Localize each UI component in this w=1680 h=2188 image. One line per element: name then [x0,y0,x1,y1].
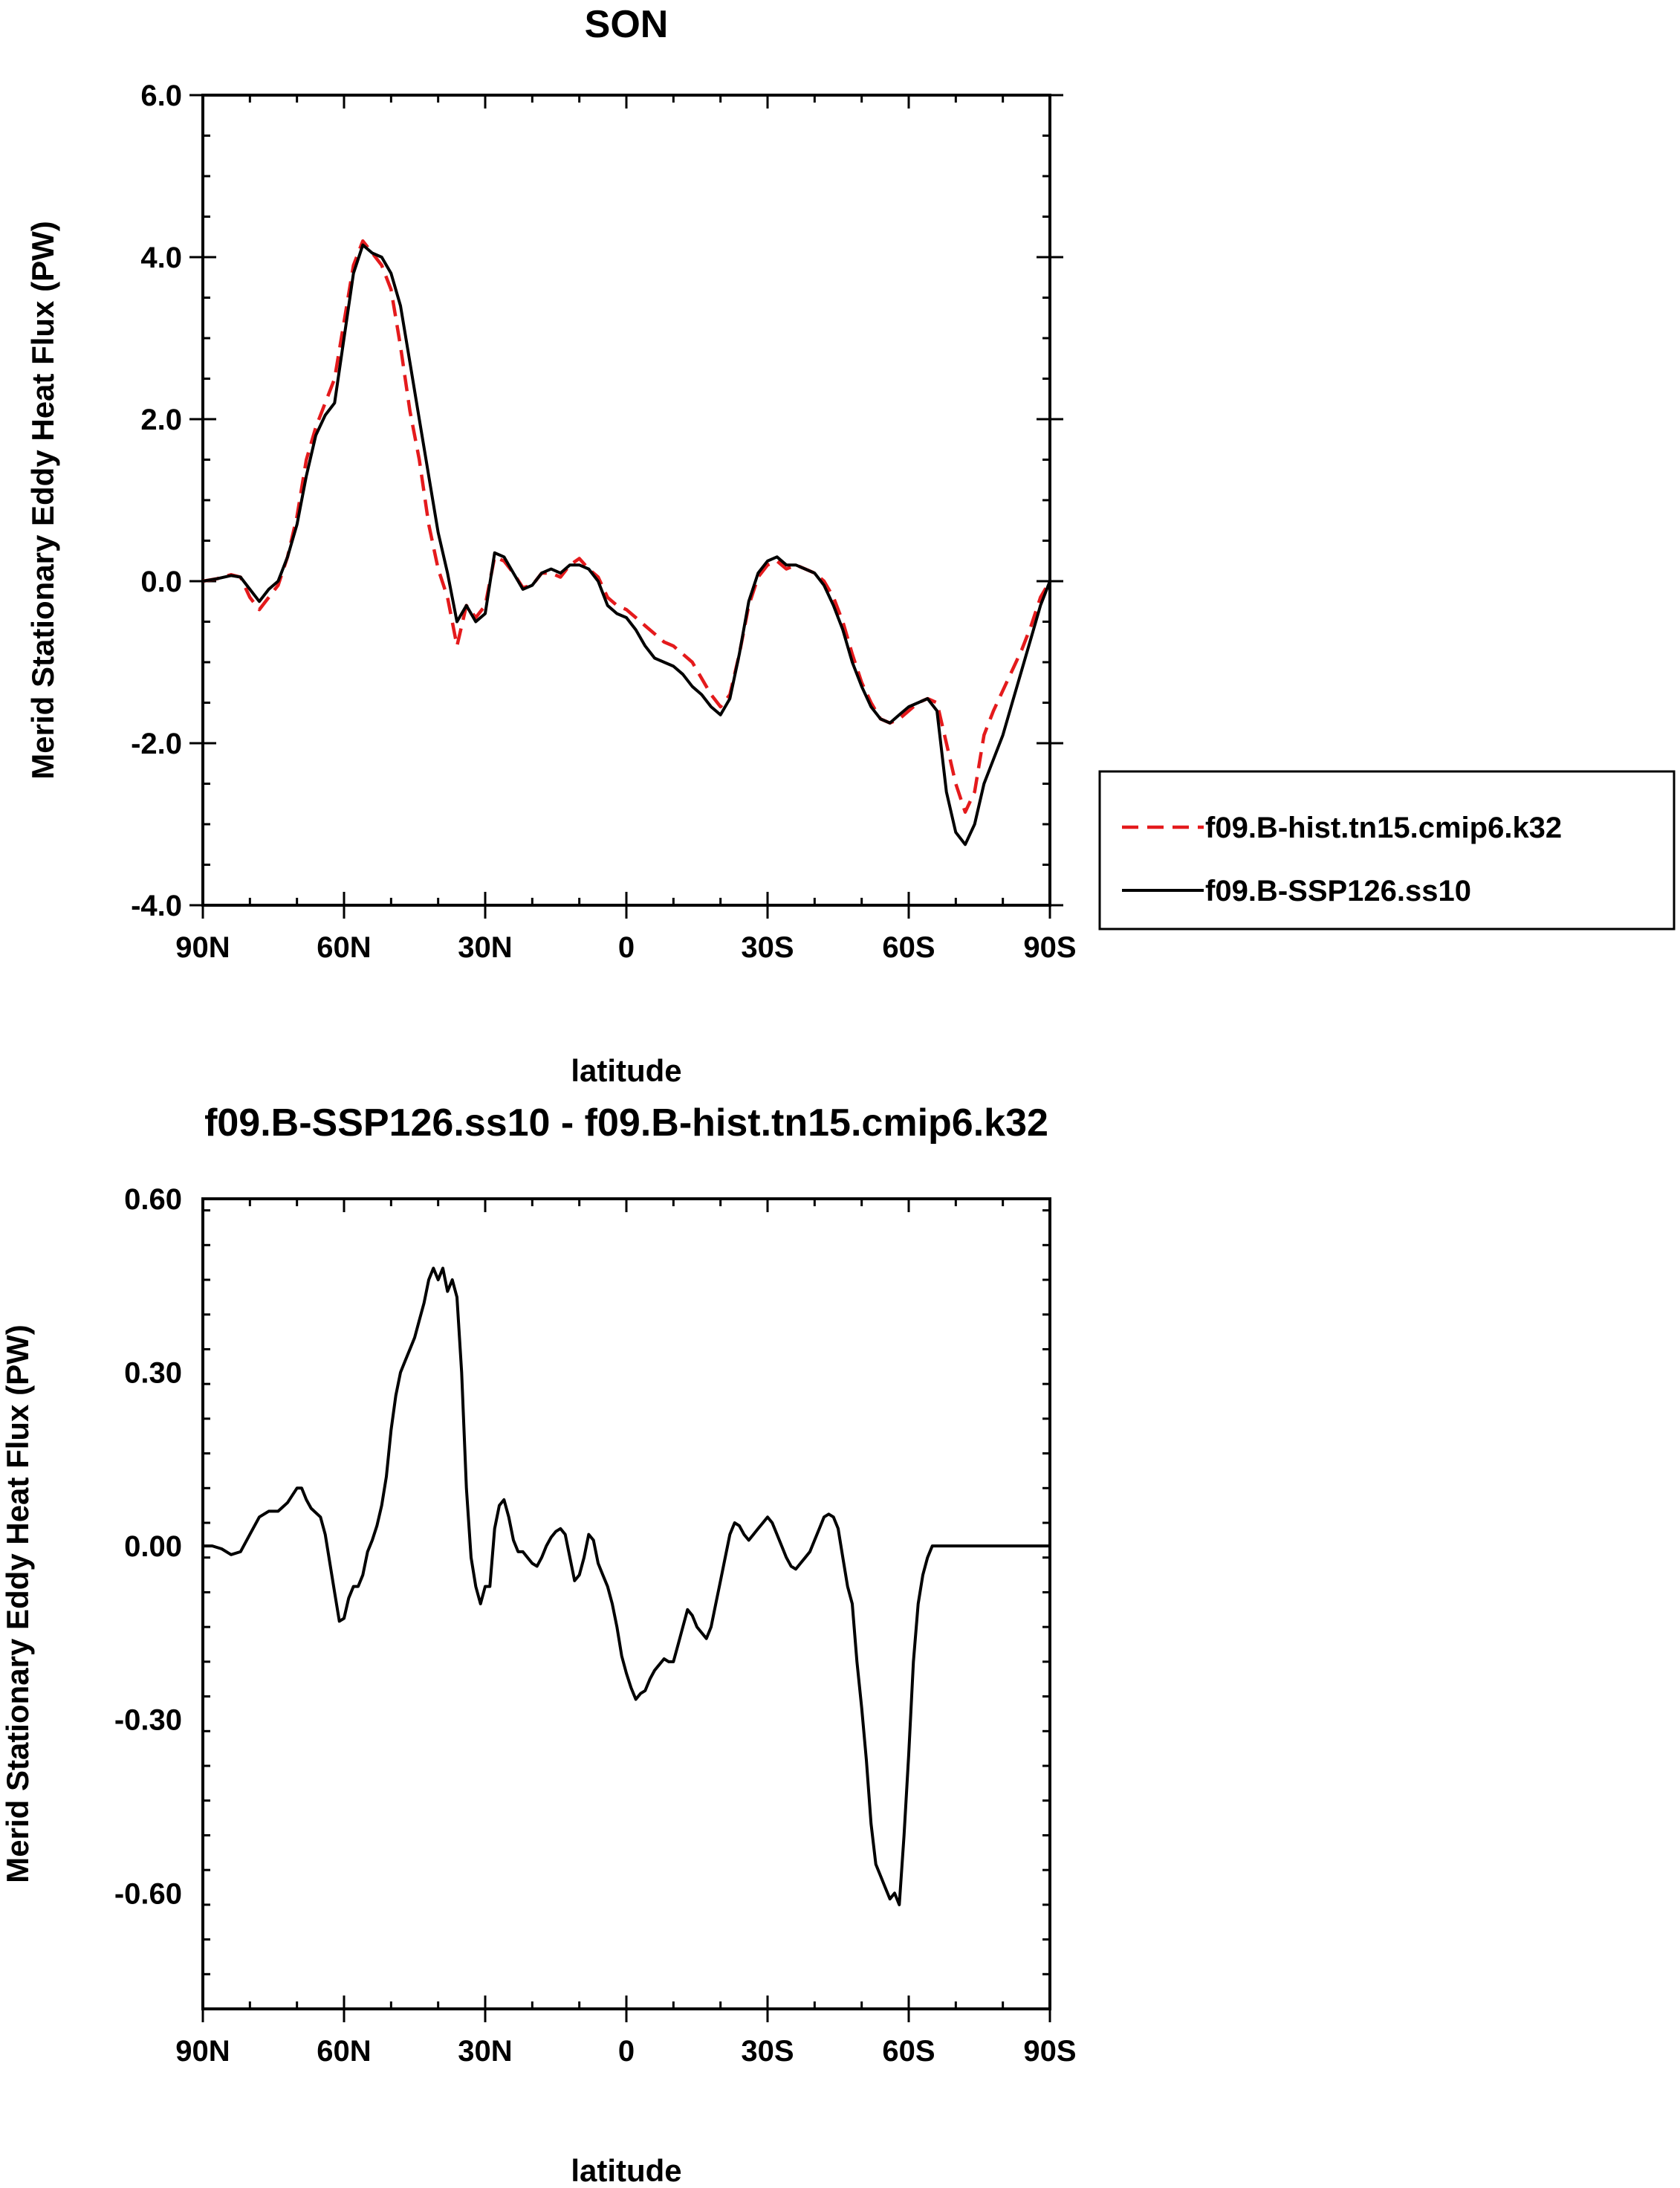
y-tick-label-6: 6.0 [140,80,182,112]
y-tick-label-neg060: -0.60 [114,1877,182,1910]
legend: f09.B-hist.tn15.cmip6.k32 f09.B-SSP126.s… [1098,770,1676,930]
bottom-chart-title: f09.B-SSP126.ss10 - f09.B-hist.tn15.cmip… [204,1101,1048,1145]
x-tick-label-30s: 30S [741,2035,794,2068]
bottom-x-axis-label: latitude [571,2153,681,2188]
x-tick-label-90s: 90S [1023,2035,1076,2068]
x-tick-label-60n: 60N [317,931,371,964]
y-tick-label-030: 0.30 [124,1357,182,1390]
x-tick-label-0: 0 [618,2035,635,2068]
x-tick-label-90n: 90N [175,931,230,964]
top-chart-title: SON [585,3,669,46]
x-tick-label-30s: 30S [741,931,794,964]
series-line-hist [202,239,1051,814]
bottom-y-axis-label: Merid Stationary Eddy Heat Flux (PW) [0,1324,35,1883]
y-tick-label-0: 0.0 [140,566,182,598]
x-tick-label-0: 0 [618,931,635,964]
y-tick-label-neg2: -2.0 [131,728,182,760]
x-tick-label-30n: 30N [458,2035,512,2068]
top-chart: SON 90N 60N 30N 0 30S 60S 90S -4.0 -2.0 … [25,3,1077,1088]
x-tick-label-90s: 90S [1023,931,1076,964]
top-y-axis-label: Merid Stationary Eddy Heat Flux (PW) [25,221,60,779]
y-tick-label-000: 0.00 [124,1530,182,1563]
series-line-ssp126 [202,243,1051,847]
bottom-chart: f09.B-SSP126.ss10 - f09.B-hist.tn15.cmip… [0,1101,1077,2188]
top-chart-y-tick-labels: -4.0 -2.0 0.0 2.0 4.0 6.0 [131,80,182,922]
legend-box [1098,770,1676,930]
x-tick-label-60s: 60S [882,931,935,964]
top-x-axis-label: latitude [571,1053,681,1088]
y-tick-label-neg030: -0.30 [114,1704,182,1737]
y-tick-label-neg4: -4.0 [131,890,182,922]
series-line-difference [203,1266,1050,1906]
x-tick-label-90n: 90N [175,2035,230,2068]
bottom-chart-x-tick-labels: 90N 60N 30N 0 30S 60S 90S [175,2035,1076,2068]
top-chart-x-tick-labels: 90N 60N 30N 0 30S 60S 90S [175,931,1076,964]
bottom-chart-ticks [201,1199,1051,2022]
y-tick-label-4: 4.0 [140,242,182,274]
x-tick-label-60s: 60S [882,2035,935,2068]
legend-entry-ssp126: f09.B-SSP126.ss10 [1205,875,1471,907]
top-chart-ticks [189,94,1063,919]
y-tick-label-2: 2.0 [140,404,182,436]
x-tick-label-60n: 60N [317,2035,371,2068]
bottom-plot-frame [201,1197,1051,2010]
legend-entry-hist: f09.B-hist.tn15.cmip6.k32 [1205,812,1562,844]
y-tick-label-060: 0.60 [124,1183,182,1216]
bottom-chart-y-tick-labels: -0.60 -0.30 0.00 0.30 0.60 [114,1183,182,1910]
x-tick-label-30n: 30N [458,931,512,964]
top-plot-frame [201,94,1051,907]
